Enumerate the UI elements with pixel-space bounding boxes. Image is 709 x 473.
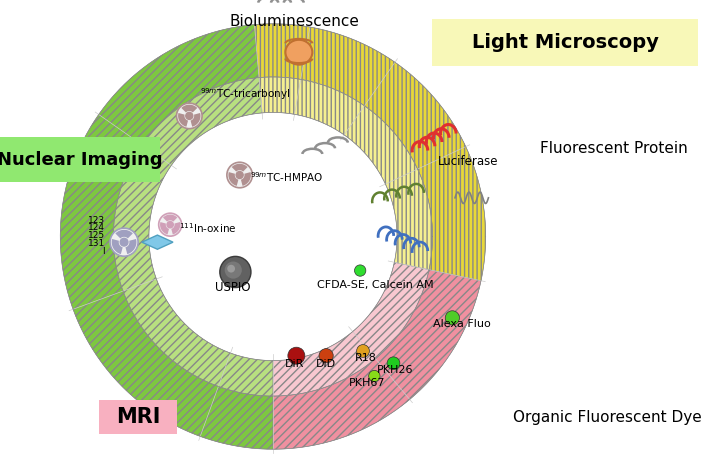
Text: DiD: DiD	[316, 359, 336, 369]
Polygon shape	[259, 77, 432, 270]
Text: $^{111}$In-oxine: $^{111}$In-oxine	[179, 221, 237, 235]
Polygon shape	[112, 239, 123, 254]
Ellipse shape	[110, 228, 138, 256]
Polygon shape	[273, 270, 481, 449]
Polygon shape	[178, 113, 188, 127]
Text: DiR: DiR	[285, 359, 305, 369]
Ellipse shape	[445, 311, 459, 325]
Ellipse shape	[357, 345, 369, 357]
Text: Luciferase: Luciferase	[437, 155, 498, 168]
Ellipse shape	[354, 265, 366, 276]
FancyBboxPatch shape	[432, 19, 698, 66]
Polygon shape	[172, 222, 180, 235]
Text: PKH67: PKH67	[349, 378, 386, 388]
Ellipse shape	[167, 221, 173, 228]
Text: Nuclear Imaging: Nuclear Imaging	[0, 150, 162, 169]
Polygon shape	[142, 235, 173, 249]
Text: Fluorescent Protein: Fluorescent Protein	[540, 141, 688, 157]
Polygon shape	[116, 230, 133, 238]
Text: USPIO: USPIO	[215, 281, 250, 294]
Text: $^{99m}$TC-tricarbonyl: $^{99m}$TC-tricarbonyl	[200, 87, 291, 103]
Polygon shape	[125, 239, 136, 254]
Ellipse shape	[159, 213, 182, 236]
Polygon shape	[60, 25, 273, 449]
Text: MRI: MRI	[116, 407, 160, 427]
FancyBboxPatch shape	[99, 400, 177, 434]
Text: Bioluminescence: Bioluminescence	[229, 14, 359, 29]
Polygon shape	[255, 24, 486, 280]
Text: 125: 125	[88, 231, 105, 240]
Ellipse shape	[369, 370, 380, 382]
Polygon shape	[273, 263, 429, 396]
Ellipse shape	[227, 265, 235, 272]
Ellipse shape	[121, 238, 128, 246]
Polygon shape	[113, 78, 273, 396]
Ellipse shape	[286, 40, 313, 65]
FancyBboxPatch shape	[0, 137, 160, 182]
Ellipse shape	[319, 349, 333, 363]
Polygon shape	[191, 113, 201, 127]
Text: CFDA-SE, Calcein AM: CFDA-SE, Calcein AM	[318, 280, 434, 290]
Text: R18: R18	[355, 353, 376, 363]
Text: PKH26: PKH26	[377, 365, 414, 375]
Text: 131: 131	[88, 238, 105, 248]
Ellipse shape	[186, 113, 193, 119]
Ellipse shape	[288, 347, 305, 364]
Ellipse shape	[236, 172, 243, 178]
Polygon shape	[163, 215, 177, 221]
Polygon shape	[228, 172, 238, 186]
Ellipse shape	[225, 262, 242, 279]
Ellipse shape	[227, 162, 252, 188]
Text: 123: 123	[88, 216, 105, 225]
Text: $^{99m}$TC-HMPAO: $^{99m}$TC-HMPAO	[250, 170, 323, 184]
Polygon shape	[160, 222, 169, 235]
Text: Light Microscopy: Light Microscopy	[472, 33, 659, 52]
Polygon shape	[232, 164, 247, 172]
Ellipse shape	[220, 256, 251, 288]
Text: 124: 124	[88, 223, 105, 233]
Polygon shape	[241, 172, 251, 186]
Polygon shape	[182, 105, 197, 113]
Text: Organic Fluorescent Dye: Organic Fluorescent Dye	[513, 410, 702, 425]
Text: I: I	[102, 247, 105, 256]
Ellipse shape	[387, 357, 400, 369]
Text: Alexa Fluo: Alexa Fluo	[433, 318, 491, 329]
Ellipse shape	[177, 103, 202, 129]
